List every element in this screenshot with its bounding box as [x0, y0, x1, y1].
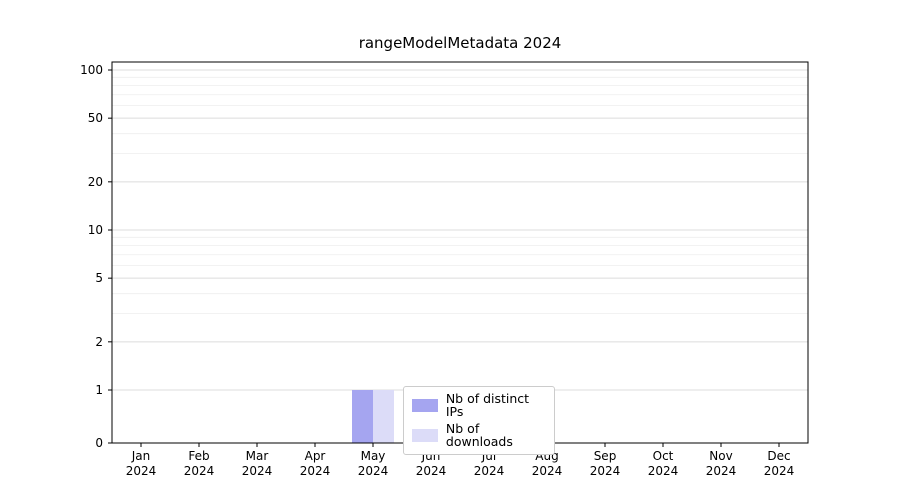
- chart-title: rangeModelMetadata 2024: [358, 34, 562, 52]
- x-tick-label-month: Jan: [131, 449, 151, 463]
- y-tick-label: 20: [88, 175, 103, 189]
- y-tick-label: 100: [80, 63, 103, 77]
- bar-nb-of-downloads-may: [373, 390, 394, 443]
- legend-item-distinct-ips: Nb of distinct IPs: [412, 391, 546, 419]
- x-tick-label-year: 2024: [474, 464, 505, 478]
- legend-label-distinct-ips: Nb of distinct IPs: [445, 391, 530, 419]
- y-tick-label: 5: [95, 271, 103, 285]
- x-tick-label-year: 2024: [532, 464, 563, 478]
- legend-swatch-downloads: [412, 429, 438, 442]
- legend-swatch-distinct-ips: [412, 399, 438, 412]
- y-tick-label: 50: [88, 111, 103, 125]
- x-tick-label-year: 2024: [590, 464, 621, 478]
- x-tick-label-year: 2024: [706, 464, 737, 478]
- x-tick-label-year: 2024: [648, 464, 679, 478]
- x-tick-label-month: Mar: [246, 449, 269, 463]
- legend-label-downloads: Nb of downloads: [445, 421, 513, 449]
- x-tick-label-year: 2024: [764, 464, 795, 478]
- x-tick-label-month: Sep: [594, 449, 617, 463]
- x-tick-label-year: 2024: [184, 464, 215, 478]
- y-tick-label: 2: [95, 335, 103, 349]
- x-tick-label-month: May: [361, 449, 386, 463]
- x-tick-label-year: 2024: [242, 464, 273, 478]
- x-tick-label-month: Dec: [767, 449, 790, 463]
- y-tick-label: 10: [88, 223, 103, 237]
- x-tick-label-year: 2024: [358, 464, 389, 478]
- legend: Nb of distinct IPs Nb of downloads: [403, 386, 555, 455]
- x-tick-label-month: Apr: [305, 449, 326, 463]
- x-tick-label-year: 2024: [416, 464, 447, 478]
- bar-nb-of-distinct-ips-may: [352, 390, 373, 443]
- y-tick-label: 1: [95, 383, 103, 397]
- x-tick-label-year: 2024: [126, 464, 157, 478]
- legend-item-downloads: Nb of downloads: [412, 421, 546, 449]
- x-tick-label-month: Feb: [188, 449, 209, 463]
- x-tick-label-year: 2024: [300, 464, 331, 478]
- y-tick-label: 0: [95, 436, 103, 450]
- x-tick-label-month: Oct: [653, 449, 674, 463]
- x-tick-label-month: Nov: [709, 449, 732, 463]
